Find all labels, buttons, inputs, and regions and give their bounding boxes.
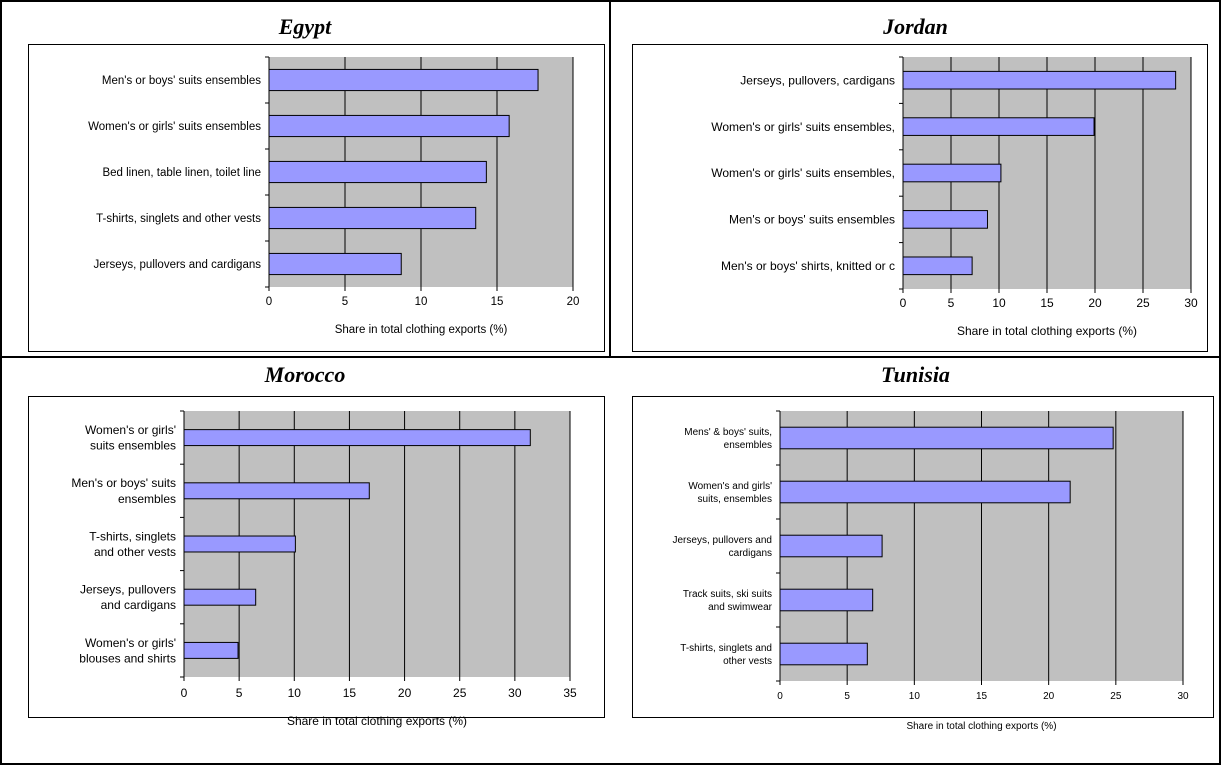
grid-divider-vertical bbox=[609, 0, 611, 358]
category-label: Women's and girls' suits, ensembles bbox=[688, 481, 772, 505]
x-tick-label: 30 bbox=[508, 686, 522, 700]
category-label: Mens' & boys' suits, ensembles bbox=[684, 427, 772, 451]
chart-svg-egypt: 0 5 10 15 20 Men's or boys' suits ensembles Wo… bbox=[88, 56, 580, 336]
category-label: Women's or girls' suits ensembles, bbox=[711, 166, 895, 180]
x-tick-label: 5 bbox=[844, 691, 850, 702]
category-label: T-shirts, singlets and other vests bbox=[96, 213, 261, 225]
chart-cell-tunisia: Tunisia 0 5 10 15 20 25 30 Mens' & boys' suits,… bbox=[610, 358, 1221, 765]
x-tick-label: 10 bbox=[992, 296, 1006, 310]
chart-title-jordan: Jordan bbox=[883, 14, 948, 39]
x-axis-label: Share in total clothing exports (%) bbox=[335, 324, 508, 336]
x-tick-label: 25 bbox=[453, 686, 467, 700]
chart-cell-jordan: Jordan 0 5 10 15 20 25 30 Jerseys, pullovers, c… bbox=[610, 0, 1221, 357]
chart-frame-egypt: 0 5 10 15 20 Men's or boys' suits ensembles Wo… bbox=[28, 44, 605, 352]
x-axis-label: Share in total clothing exports (%) bbox=[287, 714, 467, 728]
category-label: Track suits, ski suits and swimwear bbox=[683, 589, 773, 613]
bar bbox=[183, 535, 296, 553]
x-tick-label: 0 bbox=[777, 691, 783, 702]
x-axis-label: Share in total clothing exports (%) bbox=[957, 324, 1137, 338]
chart-title-tunisia: Tunisia bbox=[881, 362, 950, 387]
category-label: Jerseys, pullovers and cardigans bbox=[673, 535, 773, 559]
chart-title-morocco: Morocco bbox=[264, 362, 346, 387]
bar bbox=[268, 206, 477, 230]
bar bbox=[268, 114, 510, 138]
bar bbox=[268, 68, 539, 92]
category-label: Women's or girls' suits ensembles, bbox=[711, 120, 895, 134]
bar bbox=[268, 160, 487, 184]
grid-border-left bbox=[0, 0, 2, 765]
chart-svg-morocco: 0 5 10 15 20 25 30 35 Women's or girls' suits ens… bbox=[71, 410, 577, 728]
x-tick-label: 20 bbox=[398, 686, 412, 700]
bar bbox=[183, 482, 370, 500]
category-label: Women's or girls' blouses and shirts bbox=[79, 636, 176, 666]
x-tick-label: 10 bbox=[909, 691, 921, 702]
x-tick-label: 30 bbox=[1184, 296, 1198, 310]
bar bbox=[779, 588, 874, 612]
category-label: Men's or boys' shirts, knitted or c bbox=[721, 259, 895, 273]
bar bbox=[779, 534, 883, 558]
chart-frame-morocco: 0 5 10 15 20 25 30 35 Women's or girls' suits ens… bbox=[28, 396, 605, 728]
category-label: Women's or girls' suits ensembles bbox=[88, 121, 261, 133]
category-label: Men's or boys' suits ensembles bbox=[729, 213, 895, 227]
x-tick-label: 15 bbox=[343, 686, 357, 700]
x-tick-label: 15 bbox=[491, 296, 504, 308]
grid-border-bottom bbox=[0, 763, 1221, 765]
bar bbox=[902, 70, 1177, 90]
x-tick-label: 20 bbox=[567, 296, 580, 308]
bar bbox=[902, 163, 1002, 183]
bar bbox=[902, 256, 973, 276]
chart-svg-tunisia: 0 5 10 15 20 25 30 Mens' & boys' suits, ensemble… bbox=[673, 410, 1189, 732]
bar bbox=[183, 588, 257, 606]
bar bbox=[268, 252, 402, 276]
x-tick-label: 20 bbox=[1088, 296, 1102, 310]
chart-cell-egypt: Egypt 0 5 10 15 20 Men's or boys' suits ensem… bbox=[0, 0, 610, 357]
x-tick-label: 5 bbox=[342, 296, 348, 308]
x-tick-label: 15 bbox=[1040, 296, 1054, 310]
bar bbox=[779, 480, 1071, 504]
x-tick-label: 25 bbox=[1136, 296, 1150, 310]
x-tick-label: 0 bbox=[181, 686, 188, 700]
bar bbox=[902, 117, 1095, 136]
category-label: Jerseys, pullovers and cardigans bbox=[94, 259, 262, 271]
grid-border-right bbox=[1219, 0, 1221, 765]
category-label: T-shirts, singlets and other vests bbox=[89, 529, 176, 559]
x-tick-label: 15 bbox=[976, 691, 988, 702]
bar bbox=[902, 210, 988, 229]
bar bbox=[183, 641, 239, 659]
x-tick-label: 25 bbox=[1110, 691, 1122, 702]
bar bbox=[183, 429, 531, 447]
x-tick-label: 35 bbox=[563, 686, 577, 700]
chart-cell-morocco: Morocco 0 5 10 15 20 25 30 35 Women's or girls' s… bbox=[0, 358, 610, 765]
category-label: T-shirts, singlets and other vests bbox=[680, 643, 772, 667]
chart-frame-jordan: 0 5 10 15 20 25 30 Jerseys, pullovers, cardigan… bbox=[632, 44, 1208, 352]
category-label: Jerseys, pullovers and cardigans bbox=[80, 583, 176, 613]
x-tick-label: 5 bbox=[948, 296, 955, 310]
x-tick-label: 0 bbox=[266, 296, 272, 308]
chart-title-egypt: Egypt bbox=[278, 14, 332, 39]
category-label: Men's or boys' suits ensembles bbox=[102, 75, 261, 87]
bar bbox=[779, 426, 1114, 450]
chart-frame-tunisia: 0 5 10 15 20 25 30 Mens' & boys' suits, ensemble… bbox=[632, 396, 1214, 732]
x-tick-label: 5 bbox=[236, 686, 243, 700]
category-label: Men's or boys' suits ensembles bbox=[71, 476, 176, 506]
bar bbox=[779, 642, 868, 666]
x-tick-label: 10 bbox=[415, 296, 428, 308]
x-tick-label: 30 bbox=[1177, 691, 1189, 702]
x-axis-label: Share in total clothing exports (%) bbox=[906, 721, 1056, 732]
category-label: Bed linen, table linen, toilet line bbox=[102, 167, 261, 179]
chart-svg-jordan: 0 5 10 15 20 25 30 Jerseys, pullovers, cardigan… bbox=[711, 56, 1198, 338]
category-label: Jerseys, pullovers, cardigans bbox=[740, 73, 895, 87]
x-tick-label: 0 bbox=[900, 296, 907, 310]
category-label: Women's or girls' suits ensembles bbox=[85, 423, 176, 453]
x-tick-label: 20 bbox=[1043, 691, 1055, 702]
x-tick-label: 10 bbox=[288, 686, 302, 700]
